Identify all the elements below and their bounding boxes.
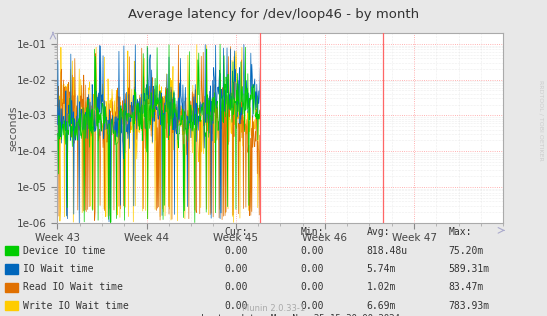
Text: Avg:: Avg: bbox=[366, 227, 390, 237]
Text: 0.00: 0.00 bbox=[301, 301, 324, 311]
Text: 783.93m: 783.93m bbox=[449, 301, 490, 311]
Text: 0.00: 0.00 bbox=[301, 246, 324, 256]
Text: 0.00: 0.00 bbox=[224, 282, 248, 292]
Text: 83.47m: 83.47m bbox=[449, 282, 484, 292]
Text: 75.20m: 75.20m bbox=[449, 246, 484, 256]
Text: 0.00: 0.00 bbox=[224, 246, 248, 256]
Text: 1.02m: 1.02m bbox=[366, 282, 396, 292]
Text: 818.48u: 818.48u bbox=[366, 246, 408, 256]
Text: 0.00: 0.00 bbox=[224, 301, 248, 311]
Text: Average latency for /dev/loop46 - by month: Average latency for /dev/loop46 - by mon… bbox=[128, 8, 419, 21]
Text: IO Wait time: IO Wait time bbox=[23, 264, 94, 274]
Text: 589.31m: 589.31m bbox=[449, 264, 490, 274]
Text: 0.00: 0.00 bbox=[224, 264, 248, 274]
Text: Last update: Mon Nov 25 15:30:00 2024: Last update: Mon Nov 25 15:30:00 2024 bbox=[201, 314, 400, 316]
Text: RRDTOOL / TOBI OETIKER: RRDTOOL / TOBI OETIKER bbox=[538, 80, 543, 161]
Text: 5.74m: 5.74m bbox=[366, 264, 396, 274]
Text: Min:: Min: bbox=[301, 227, 324, 237]
Text: Cur:: Cur: bbox=[224, 227, 248, 237]
Text: Max:: Max: bbox=[449, 227, 472, 237]
Text: 6.69m: 6.69m bbox=[366, 301, 396, 311]
Text: Device IO time: Device IO time bbox=[23, 246, 105, 256]
Text: Munin 2.0.33-1: Munin 2.0.33-1 bbox=[242, 305, 305, 313]
Text: Read IO Wait time: Read IO Wait time bbox=[23, 282, 123, 292]
Text: 0.00: 0.00 bbox=[301, 282, 324, 292]
Y-axis label: seconds: seconds bbox=[8, 105, 18, 151]
Text: 0.00: 0.00 bbox=[301, 264, 324, 274]
Text: Write IO Wait time: Write IO Wait time bbox=[23, 301, 129, 311]
